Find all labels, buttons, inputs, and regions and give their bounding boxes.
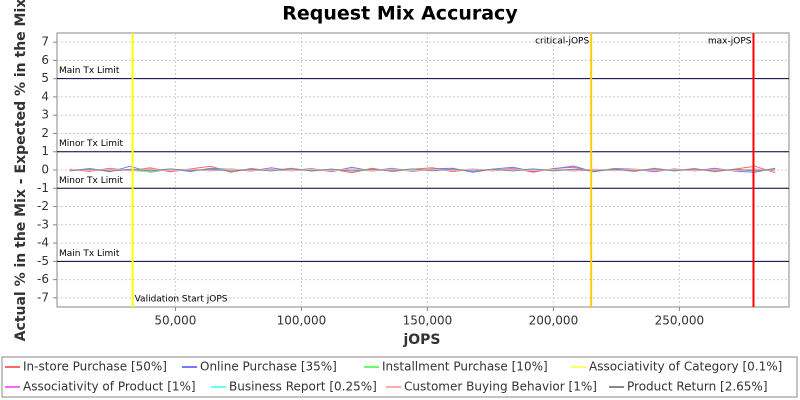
- marker-label: critical-jOPS: [535, 37, 589, 47]
- y-tick-label: -2: [37, 199, 49, 213]
- x-tick-label: 200,000: [529, 314, 579, 328]
- marker-label: Validation Start jOPS: [135, 295, 228, 305]
- legend-label: Business Report [0.25%]: [229, 380, 377, 394]
- legend-label: Customer Buying Behavior [1%]: [404, 380, 597, 394]
- y-tick-label: 0: [41, 163, 49, 177]
- legend-label: Product Return [2.65%]: [627, 380, 768, 394]
- x-tick-label: 150,000: [403, 314, 453, 328]
- limit-label: Main Tx Limit: [59, 66, 120, 76]
- legend-label: Online Purchase [35%]: [200, 360, 337, 374]
- x-tick-label: 100,000: [277, 314, 327, 328]
- legend: [1, 356, 798, 398]
- legend-label: Installment Purchase [10%]: [382, 360, 548, 374]
- y-tick-label: 6: [41, 53, 49, 67]
- y-tick-label: -3: [37, 217, 49, 231]
- limit-label: Minor Tx Limit: [59, 139, 124, 149]
- limit-label: Main Tx Limit: [59, 249, 120, 259]
- legend-label: Associativity of Product [1%]: [23, 380, 196, 394]
- y-tick-label: 2: [41, 126, 49, 140]
- chart-title: Request Mix Accuracy: [282, 3, 518, 25]
- x-axis-label: jOPS: [402, 332, 440, 348]
- y-tick-label: 4: [41, 89, 49, 103]
- limit-label: Minor Tx Limit: [59, 176, 124, 186]
- x-tick-label: 250,000: [655, 314, 705, 328]
- y-tick-label: 7: [41, 35, 49, 49]
- legend-label: Associativity of Category [0.1%]: [589, 360, 782, 374]
- series-line: [69, 168, 776, 172]
- marker-label: max-jOPS: [708, 37, 752, 47]
- legend-label: In-store Purchase [50%]: [23, 360, 167, 374]
- y-tick-label: -4: [37, 236, 49, 250]
- x-tick-label: 50,000: [154, 314, 196, 328]
- y-tick-label: -6: [37, 272, 49, 286]
- y-axis-label: Actual % in the Mix - Expected % in the …: [13, 0, 29, 341]
- y-tick-label: 5: [41, 71, 49, 85]
- y-tick-label: 1: [41, 144, 49, 158]
- y-tick-label: 3: [41, 108, 49, 122]
- y-tick-label: -1: [37, 181, 49, 195]
- y-tick-label: -7: [37, 290, 49, 304]
- y-tick-label: -5: [37, 254, 49, 268]
